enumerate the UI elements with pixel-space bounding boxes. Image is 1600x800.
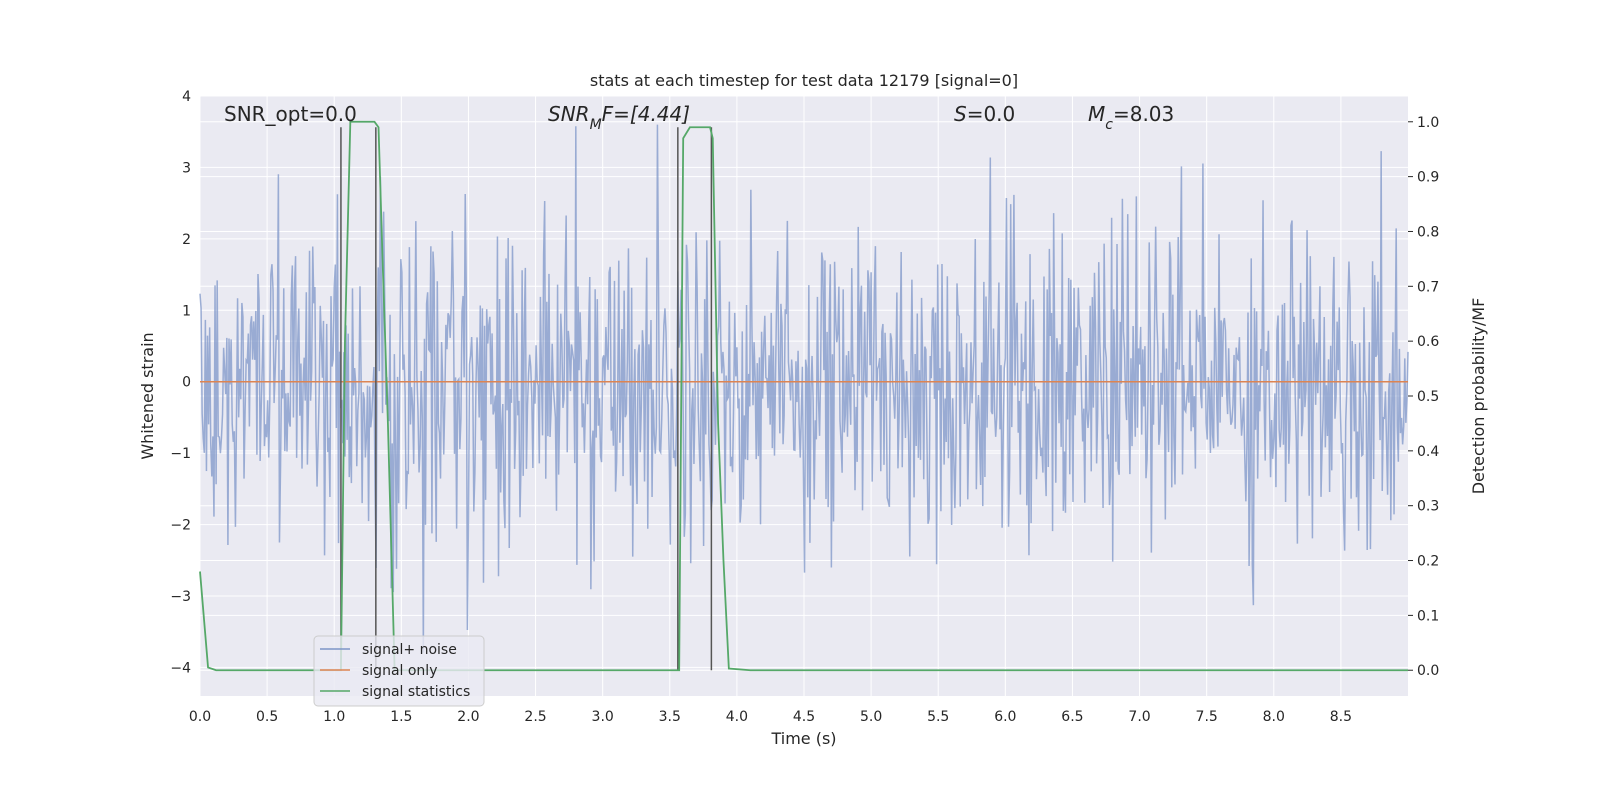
annotation-s: S=0.0 (954, 102, 1015, 126)
y-axis-label-right: Detection probability/MF (1469, 298, 1488, 495)
y-right-tick-label: 0.4 (1417, 444, 1439, 460)
x-tick-label: 0.0 (189, 709, 211, 725)
annotation-s-symbol: S (954, 102, 967, 126)
x-tick-label: 5.5 (927, 709, 949, 725)
x-tick-label: 2.0 (457, 709, 479, 725)
x-tick-label: 3.5 (659, 709, 681, 725)
y-right-tick-label: 0.1 (1417, 608, 1439, 624)
y-tick-label: −4 (170, 660, 191, 676)
x-tick-label: 0.5 (256, 709, 278, 725)
y-tick-label: 0 (182, 375, 191, 391)
ticks: 0.0 0.5 1.0 1.5 2.0 2.5 3.0 3.5 4.0 4.5 5.0 5.5 6.0 6… (170, 89, 1439, 725)
x-tick-label: 6.0 (994, 709, 1016, 725)
x-tick-label: 1.5 (390, 709, 412, 725)
x-axis-label: Time (s) (770, 729, 836, 748)
annotation-s-value: =0.0 (967, 102, 1016, 126)
y-right-tick-label: 0.7 (1417, 279, 1439, 295)
y-right-tick-label: 0.3 (1417, 499, 1439, 515)
annotation-mc: Mc=8.03 (1088, 102, 1174, 133)
x-tick-label: 8.5 (1330, 709, 1352, 725)
y-tick-label: 4 (182, 89, 191, 105)
x-tick-label: 2.5 (524, 709, 546, 725)
y-axis-label: Whitened strain (138, 332, 157, 459)
x-tick-label: 4.5 (793, 709, 815, 725)
y-tick-label: −1 (170, 446, 191, 462)
x-tick-label: 7.0 (1128, 709, 1150, 725)
y-tick-label: 2 (182, 232, 191, 248)
annotation-mc-value: =8.03 (1113, 102, 1174, 126)
y-tick-label: 1 (182, 303, 191, 319)
x-tick-label: 1.0 (323, 709, 345, 725)
series-signal-noise (199, 124, 1409, 653)
y-right-tick-label: 0.5 (1417, 389, 1439, 405)
annotation-snr-mf-base: SNR (548, 102, 590, 126)
annotation-snr-mf-rest: F=[4.44] (602, 102, 690, 126)
legend: signal+ noise signal only signal statist… (313, 635, 485, 707)
annotation-snr-mf-sub: M (590, 117, 602, 133)
x-tick-label: 5.0 (860, 709, 882, 725)
y-right-tick-label: 0.0 (1417, 663, 1439, 679)
y-right-tick-label: 0.2 (1417, 554, 1439, 570)
x-tick-label: 4.0 (726, 709, 748, 725)
legend-label-signal-statistics: signal statistics (362, 684, 470, 700)
annotation-snr-opt: SNR_opt=0.0 (224, 102, 357, 126)
x-tick-label: 6.5 (1061, 709, 1083, 725)
legend-label-signal-only: signal only (362, 663, 437, 679)
legend-box (313, 635, 485, 707)
annotation-mc-sub: c (1105, 117, 1113, 133)
y-tick-label: −2 (170, 518, 191, 534)
y-right-tick-label: 1.0 (1417, 115, 1439, 131)
legend-label-signal-noise: signal+ noise (362, 642, 457, 658)
annotation-mc-base: M (1088, 102, 1105, 126)
annotation-snr-mf: SNRMF=[4.44] (548, 102, 690, 133)
chart-title: stats at each timestep for test data 121… (590, 71, 1018, 90)
vertical-markers (340, 127, 713, 671)
grid (199, 95, 1408, 696)
y-right-tick-label: 0.8 (1417, 224, 1439, 240)
y-tick-label: −3 (170, 589, 191, 605)
y-right-tick-label: 0.6 (1417, 334, 1439, 350)
x-tick-label: 7.5 (1196, 709, 1218, 725)
x-tick-label: 3.0 (592, 709, 614, 725)
x-tick-label: 8.0 (1263, 709, 1285, 725)
y-right-tick-label: 0.9 (1417, 170, 1439, 186)
signal-noise-line (199, 124, 1409, 653)
y-tick-label: 3 (182, 160, 191, 176)
